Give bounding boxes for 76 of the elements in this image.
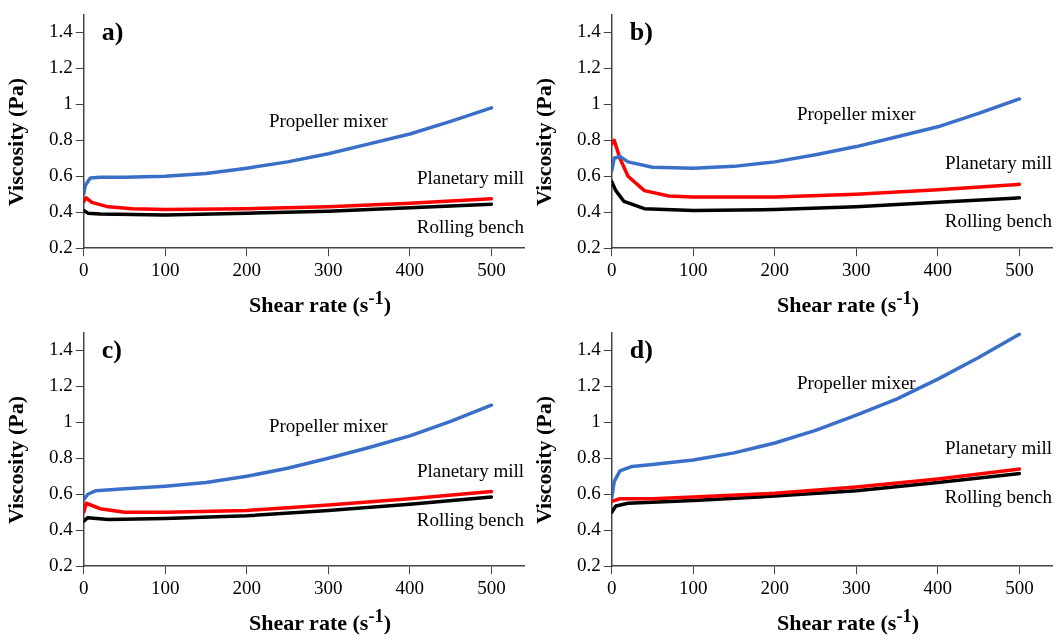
x-tick-label: 200 [232, 258, 262, 280]
y-tick-label: 0.4 [49, 518, 74, 540]
y-tick-label: 0.6 [577, 482, 601, 504]
x-tick-label: 500 [477, 576, 506, 598]
x-tick-label: 100 [151, 576, 180, 598]
x-tick-label: 200 [760, 576, 790, 598]
y-tick-label: 1.2 [49, 56, 73, 78]
x-tick-label: 500 [1005, 258, 1034, 280]
y-tick-label: 1.2 [577, 374, 601, 396]
y-tick-label: 0.8 [577, 128, 601, 150]
y-tick-label: 1.2 [577, 56, 601, 78]
y-tick-label: 1 [591, 92, 601, 114]
y-tick-label: 0.8 [49, 446, 73, 468]
y-tick-label: 0.2 [49, 554, 73, 576]
series-label: Rolling bench [944, 209, 1053, 231]
y-tick-label: 1.4 [577, 20, 602, 42]
x-tick-label: 300 [842, 258, 871, 280]
x-tick-label: 0 [607, 258, 617, 280]
y-axis-title: Viscosity (Pa) [531, 77, 557, 207]
x-tick-label: 100 [151, 258, 180, 280]
y-tick-label: 1 [591, 410, 601, 432]
x-axis-title: Shear rate (s$^{-1}$) [249, 288, 391, 319]
y-tick-label: 1 [63, 410, 73, 432]
x-axis-title: Shear rate (s$^{-1}$) [249, 606, 391, 637]
x-tick-label: 400 [923, 576, 953, 598]
x-tick-label: 0 [79, 258, 89, 280]
y-tick-label: 0.6 [49, 164, 73, 186]
series-label: Planetary mill [944, 437, 1052, 459]
x-tick-label: 500 [1005, 576, 1034, 598]
x-tick-label: 300 [842, 576, 871, 598]
series-label: Planetary mill [416, 459, 524, 481]
y-tick-label: 0.8 [577, 446, 601, 468]
x-tick-label: 0 [79, 576, 89, 598]
y-tick-label: 0.4 [577, 518, 602, 540]
series-label: Planetary mill [416, 166, 524, 188]
x-tick-label: 100 [679, 258, 708, 280]
y-tick-label: 0.6 [49, 482, 73, 504]
y-axis-title: Viscosity (Pa) [3, 395, 29, 525]
x-tick-label: 300 [314, 576, 343, 598]
y-tick-label: 0.4 [577, 200, 602, 222]
x-tick-label: 300 [314, 258, 343, 280]
series-label: Rolling bench [944, 485, 1053, 507]
series-label: Rolling bench [416, 508, 525, 530]
x-tick-label: 100 [679, 576, 708, 598]
x-tick-label: 200 [232, 576, 262, 598]
x-tick-label: 400 [395, 258, 425, 280]
series-label: Propeller mixer [268, 414, 389, 436]
series-label: Propeller mixer [796, 103, 917, 125]
x-axis-title: Shear rate (s$^{-1}$) [777, 606, 919, 637]
y-tick-label: 0.2 [49, 236, 73, 258]
y-axis-title: Viscosity (Pa) [3, 77, 29, 207]
x-tick-label: 400 [923, 258, 953, 280]
chart-title: a) [101, 17, 124, 47]
y-tick-label: 0.6 [577, 164, 601, 186]
y-tick-label: 1.4 [49, 338, 74, 360]
chart-title: d) [629, 335, 653, 365]
chart-title: b) [629, 17, 653, 47]
x-tick-label: 200 [760, 258, 790, 280]
y-tick-label: 0.4 [49, 200, 74, 222]
x-tick-label: 400 [395, 576, 425, 598]
y-tick-label: 0.2 [577, 554, 601, 576]
x-tick-label: 0 [607, 576, 617, 598]
y-tick-label: 1.2 [49, 374, 73, 396]
x-tick-label: 500 [477, 258, 506, 280]
x-axis-title: Shear rate (s$^{-1}$) [777, 288, 919, 319]
y-tick-label: 1.4 [49, 20, 74, 42]
series-label: Planetary mill [944, 152, 1052, 174]
y-tick-label: 0.8 [49, 128, 73, 150]
y-tick-label: 0.2 [577, 236, 601, 258]
y-tick-label: 1 [63, 92, 73, 114]
y-axis-title: Viscosity (Pa) [531, 395, 557, 525]
series-label: Propeller mixer [796, 371, 917, 393]
series-label: Propeller mixer [268, 110, 389, 132]
chart-title: c) [101, 335, 122, 365]
series-label: Rolling bench [416, 216, 525, 238]
y-tick-label: 1.4 [577, 338, 602, 360]
